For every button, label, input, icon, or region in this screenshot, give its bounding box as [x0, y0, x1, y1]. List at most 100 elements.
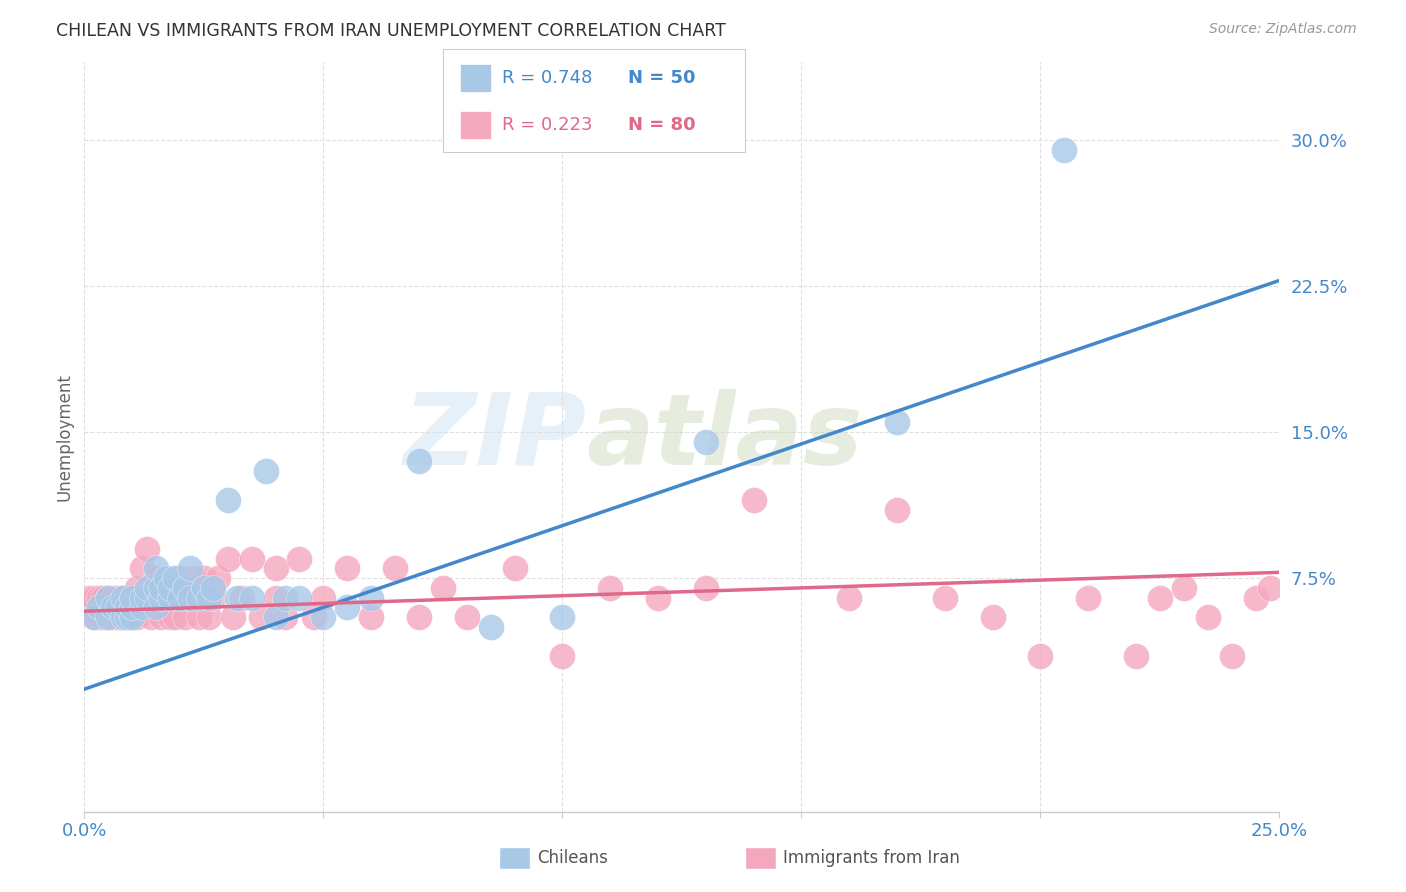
- Point: [231, 591, 253, 605]
- Point: [1053, 143, 1076, 157]
- Point: [384, 561, 406, 575]
- Point: [1173, 581, 1195, 595]
- Text: Immigrants from Iran: Immigrants from Iran: [783, 849, 960, 867]
- Point: [312, 610, 335, 624]
- Point: [551, 610, 574, 624]
- Point: [117, 591, 139, 605]
- Point: [87, 591, 110, 605]
- Point: [197, 610, 219, 624]
- Text: R = 0.748: R = 0.748: [502, 69, 592, 87]
- Y-axis label: Unemployment: Unemployment: [55, 373, 73, 501]
- Point: [193, 581, 215, 595]
- Point: [107, 610, 129, 624]
- Point: [274, 610, 297, 624]
- Point: [77, 600, 100, 615]
- Point: [217, 493, 239, 508]
- Point: [145, 581, 167, 595]
- Point: [125, 610, 148, 624]
- Point: [1244, 591, 1267, 605]
- Text: R = 0.223: R = 0.223: [502, 116, 592, 134]
- Point: [135, 591, 157, 605]
- Point: [83, 610, 105, 624]
- Point: [149, 591, 172, 605]
- Point: [125, 581, 148, 595]
- Point: [838, 591, 860, 605]
- Point: [226, 591, 249, 605]
- Point: [288, 551, 311, 566]
- Point: [107, 600, 129, 615]
- Point: [288, 591, 311, 605]
- Point: [197, 591, 219, 605]
- Point: [121, 610, 143, 624]
- Point: [1258, 581, 1281, 595]
- Point: [121, 591, 143, 605]
- Point: [111, 610, 134, 624]
- Point: [179, 591, 201, 605]
- Point: [131, 591, 153, 605]
- Point: [1125, 648, 1147, 663]
- Point: [250, 610, 273, 624]
- Point: [101, 591, 124, 605]
- Point: [207, 571, 229, 585]
- Point: [408, 454, 430, 468]
- Text: Chileans: Chileans: [537, 849, 607, 867]
- Point: [202, 591, 225, 605]
- Point: [742, 493, 765, 508]
- Text: Source: ZipAtlas.com: Source: ZipAtlas.com: [1209, 22, 1357, 37]
- Point: [97, 591, 120, 605]
- Point: [479, 620, 502, 634]
- Point: [274, 591, 297, 605]
- Text: ZIP: ZIP: [404, 389, 586, 485]
- Point: [141, 610, 163, 624]
- Point: [101, 600, 124, 615]
- Point: [145, 591, 167, 605]
- Point: [221, 610, 243, 624]
- Point: [149, 610, 172, 624]
- Point: [934, 591, 956, 605]
- Point: [159, 610, 181, 624]
- Point: [179, 591, 201, 605]
- Point: [145, 571, 167, 585]
- Point: [77, 591, 100, 605]
- Point: [1220, 648, 1243, 663]
- Point: [93, 591, 115, 605]
- Point: [155, 591, 177, 605]
- Point: [121, 600, 143, 615]
- Point: [254, 464, 277, 478]
- Point: [117, 610, 139, 624]
- Point: [159, 591, 181, 605]
- Point: [240, 591, 263, 605]
- Point: [193, 571, 215, 585]
- Point: [111, 591, 134, 605]
- Point: [93, 610, 115, 624]
- Point: [145, 561, 167, 575]
- Point: [83, 610, 105, 624]
- Point: [886, 416, 908, 430]
- Text: N = 50: N = 50: [628, 69, 696, 87]
- Point: [87, 610, 110, 624]
- Point: [503, 561, 526, 575]
- Text: atlas: atlas: [586, 389, 863, 485]
- Text: CHILEAN VS IMMIGRANTS FROM IRAN UNEMPLOYMENT CORRELATION CHART: CHILEAN VS IMMIGRANTS FROM IRAN UNEMPLOY…: [56, 22, 725, 40]
- Point: [1149, 591, 1171, 605]
- Point: [111, 591, 134, 605]
- Point: [169, 571, 191, 585]
- Point: [179, 561, 201, 575]
- Point: [173, 581, 195, 595]
- Point: [1197, 610, 1219, 624]
- Point: [83, 591, 105, 605]
- Point: [97, 610, 120, 624]
- Point: [135, 541, 157, 556]
- Point: [981, 610, 1004, 624]
- Point: [647, 591, 669, 605]
- Point: [155, 571, 177, 585]
- Point: [312, 591, 335, 605]
- Point: [1029, 648, 1052, 663]
- Point: [599, 581, 621, 595]
- Point: [264, 561, 287, 575]
- Point: [135, 591, 157, 605]
- Point: [188, 591, 211, 605]
- Point: [111, 610, 134, 624]
- Point: [360, 591, 382, 605]
- Point: [117, 610, 139, 624]
